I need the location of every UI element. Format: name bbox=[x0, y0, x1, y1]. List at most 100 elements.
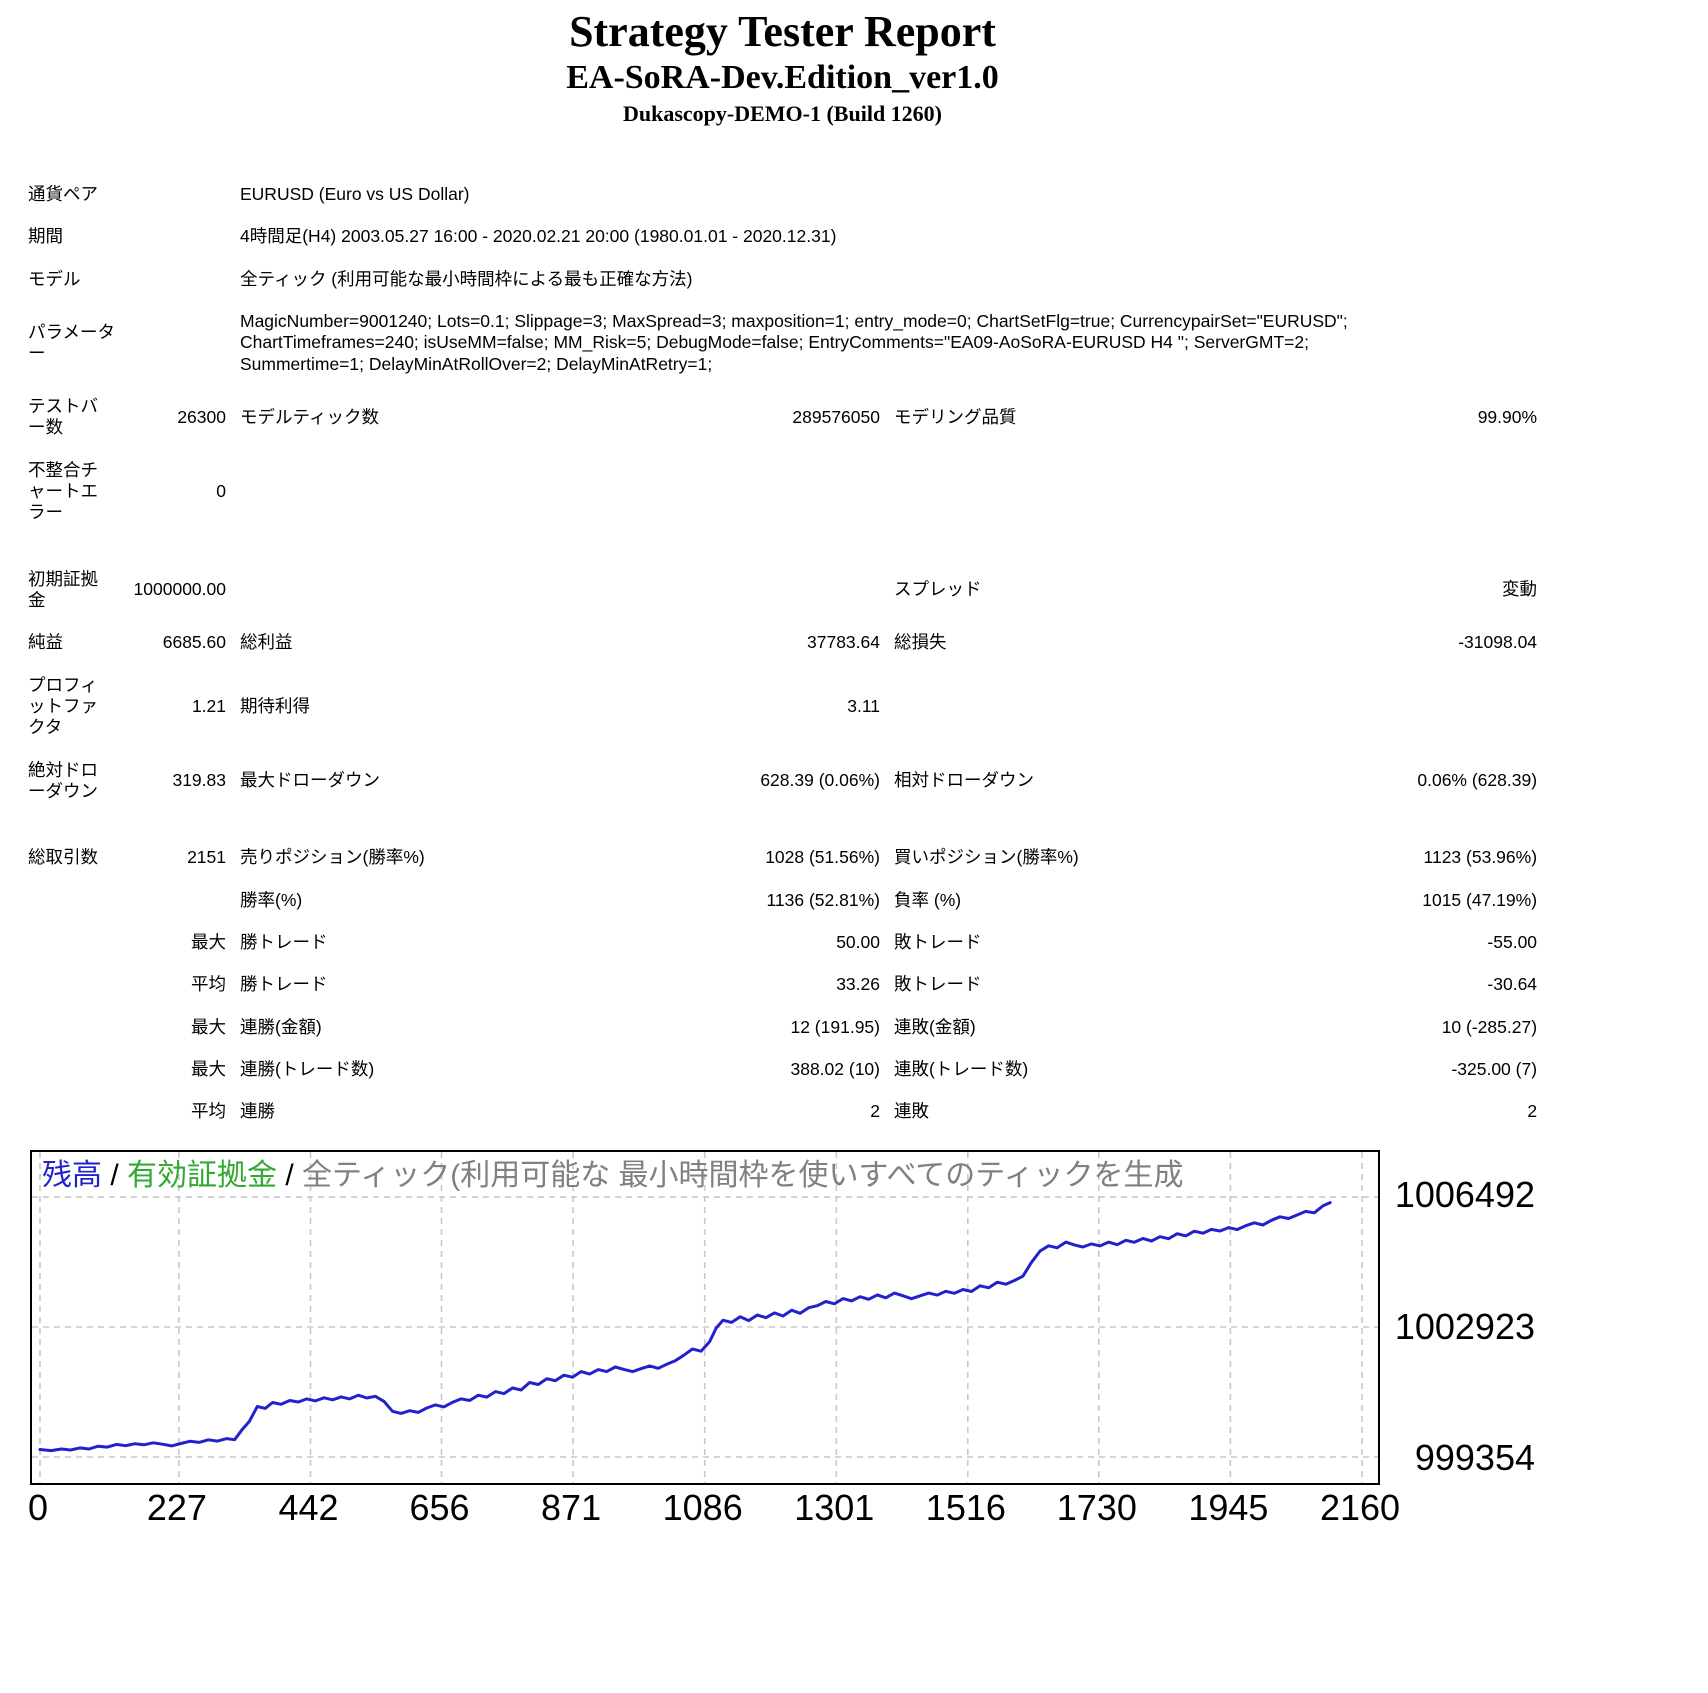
report-value: 6685.60 bbox=[162, 632, 226, 653]
report-label: 期間 bbox=[28, 226, 63, 247]
report-label: モデリング品質 bbox=[894, 406, 1017, 427]
report-value: 10 (-285.27) bbox=[1441, 1016, 1538, 1037]
report-label bbox=[560, 559, 880, 623]
report-value: 388.02 (10) bbox=[790, 1059, 880, 1080]
x-axis-tick-label: 656 bbox=[409, 1486, 470, 1528]
report-value: 0.06% (628.39) bbox=[1417, 770, 1538, 791]
report-value: 26300 bbox=[177, 406, 226, 427]
report-label bbox=[116, 216, 226, 258]
report-label bbox=[226, 559, 560, 623]
report-label bbox=[116, 259, 226, 301]
report-value: 628.39 (0.06%) bbox=[760, 770, 880, 791]
report-value: 3.11 bbox=[847, 696, 880, 717]
report-label: スプレッド bbox=[894, 579, 982, 600]
x-axis-tick-label: 0 bbox=[27, 1486, 48, 1528]
report-value: 2151 bbox=[187, 847, 226, 868]
report-header: Strategy Tester Report EA-SoRA-Dev.Editi… bbox=[28, 7, 1537, 128]
legend-model-quality: 全ティック(利用可能な 最小時間枠を使いすべてのティックを生成 bbox=[302, 1158, 1184, 1192]
equity-chart: 残高 / 有効証拠金 / 全ティック(利用可能な 最小時間枠を使いすべてのティッ… bbox=[27, 1149, 1708, 1531]
report-label bbox=[28, 1049, 116, 1091]
report-value: 50.00 bbox=[836, 932, 880, 953]
report-label: 連勝(トレード数) bbox=[240, 1059, 375, 1080]
report-label: 連勝(金額) bbox=[240, 1016, 322, 1037]
report-label bbox=[28, 1007, 116, 1049]
report-value: 最大 bbox=[191, 1059, 226, 1080]
report-label: 勝率(%) bbox=[240, 889, 303, 910]
report-label bbox=[116, 880, 226, 922]
spacer-row bbox=[28, 813, 1537, 837]
report-label: 売りポジション(勝率%) bbox=[240, 847, 425, 868]
report-label bbox=[1216, 665, 1537, 750]
report-label: プロフィ ットファ クタ bbox=[28, 674, 98, 738]
strategy-tester-report-page: Strategy Tester Report EA-SoRA-Dev.Editi… bbox=[0, 7, 1708, 1531]
report-label: 初期証拠 金 bbox=[28, 568, 98, 610]
y-axis-tick-label: 1002923 bbox=[1394, 1305, 1535, 1347]
report-label: 連敗(トレード数) bbox=[894, 1059, 1029, 1080]
page-title: Strategy Tester Report bbox=[569, 7, 996, 56]
report-label: 総利益 bbox=[240, 632, 293, 653]
legend-separator: / bbox=[277, 1158, 303, 1192]
report-label bbox=[1216, 450, 1537, 535]
equity-curve bbox=[38, 1200, 1332, 1452]
report-label: 純益 bbox=[28, 632, 63, 653]
report-label bbox=[560, 450, 880, 535]
report-value: 1015 (47.19%) bbox=[1422, 889, 1538, 910]
report-label: 買いポジション(勝率%) bbox=[894, 847, 1079, 868]
y-axis-tick-label: 999354 bbox=[1414, 1437, 1535, 1479]
x-axis-tick-label: 1301 bbox=[794, 1486, 875, 1528]
chart-canvas bbox=[32, 1151, 1378, 1483]
report-value: 0 bbox=[216, 480, 226, 501]
y-axis-tick-label: 1006492 bbox=[1394, 1174, 1535, 1216]
x-axis-tick-label: 871 bbox=[541, 1486, 602, 1528]
x-axis-tick-label: 227 bbox=[146, 1486, 207, 1528]
x-axis-tick-label: 1730 bbox=[1056, 1486, 1137, 1528]
report-value: 2 bbox=[1527, 1101, 1538, 1122]
report-value: 99.90% bbox=[1477, 406, 1538, 427]
report-label: パラメーター bbox=[28, 321, 115, 363]
x-axis-labels: 0 227 442 656 871 1086 1301 1516 1730 1945 2160 bbox=[27, 1485, 1400, 1531]
report-label bbox=[28, 922, 116, 964]
report-value: 1136 (52.81%) bbox=[766, 889, 880, 910]
report-value: 33.26 bbox=[836, 974, 880, 995]
legend-balance: 残高 bbox=[42, 1158, 102, 1192]
report-label bbox=[28, 880, 116, 922]
report-label: 全ティック (利用可能な最小時間枠による最も正確な方法) bbox=[240, 268, 693, 289]
x-axis-tick-label: 1945 bbox=[1188, 1486, 1269, 1528]
report-value: 1123 (53.96%) bbox=[1423, 847, 1538, 868]
chart-plot-area: 残高 / 有効証拠金 / 全ティック(利用可能な 最小時間枠を使いすべてのティッ… bbox=[30, 1149, 1380, 1485]
report-label bbox=[226, 450, 560, 535]
x-axis-tick-label: 1086 bbox=[662, 1486, 743, 1528]
y-axis-labels: 1006492 1002923 999354 bbox=[1380, 1150, 1537, 1485]
report-label: 通貨ペア bbox=[28, 183, 98, 204]
report-label: 相対ドローダウン bbox=[894, 770, 1034, 791]
report-label: 4時間足(H4) 2003.05.27 16:00 - 2020.02.21 2… bbox=[240, 226, 837, 247]
report-label: テストバ ー数 bbox=[28, 395, 98, 438]
report-label: 連敗 bbox=[894, 1101, 929, 1122]
report-label bbox=[116, 174, 226, 216]
report-label: 期待利得 bbox=[240, 696, 310, 717]
legend-separator: / bbox=[102, 1158, 128, 1192]
report-value: 最大 bbox=[191, 932, 226, 953]
report-label: 敗トレード bbox=[894, 932, 982, 953]
report-label: 総損失 bbox=[894, 632, 947, 653]
report-value: 平均 bbox=[191, 1101, 226, 1122]
report-value: 1000000.00 bbox=[133, 579, 226, 600]
report-value: 1028 (51.56%) bbox=[765, 847, 880, 868]
report-label: 絶対ドロ ーダウン bbox=[28, 759, 98, 802]
report-label: 負率 (%) bbox=[894, 889, 962, 910]
report-value: -55.00 bbox=[1487, 932, 1538, 953]
report-label: 連敗(金額) bbox=[894, 1016, 976, 1037]
x-axis-tick-label: 1516 bbox=[925, 1486, 1006, 1528]
report-value: 12 (191.95) bbox=[790, 1016, 880, 1037]
server-build-label: Dukascopy-DEMO-1 (Build 1260) bbox=[622, 101, 943, 127]
report-value: 変動 bbox=[1502, 579, 1538, 600]
report-value: 最大 bbox=[191, 1016, 226, 1037]
report-value: 289576050 bbox=[792, 406, 880, 427]
report-label bbox=[880, 665, 1216, 750]
report-label: 最大ドローダウン bbox=[240, 770, 380, 791]
report-label: 総取引数 bbox=[28, 847, 98, 868]
ea-name-subtitle: EA-SoRA-Dev.Edition_ver1.0 bbox=[566, 59, 999, 97]
spacer-row bbox=[28, 535, 1537, 559]
report-label: 連勝 bbox=[240, 1101, 275, 1122]
report-label: 不整合チ ャートエ ラー bbox=[28, 459, 98, 523]
